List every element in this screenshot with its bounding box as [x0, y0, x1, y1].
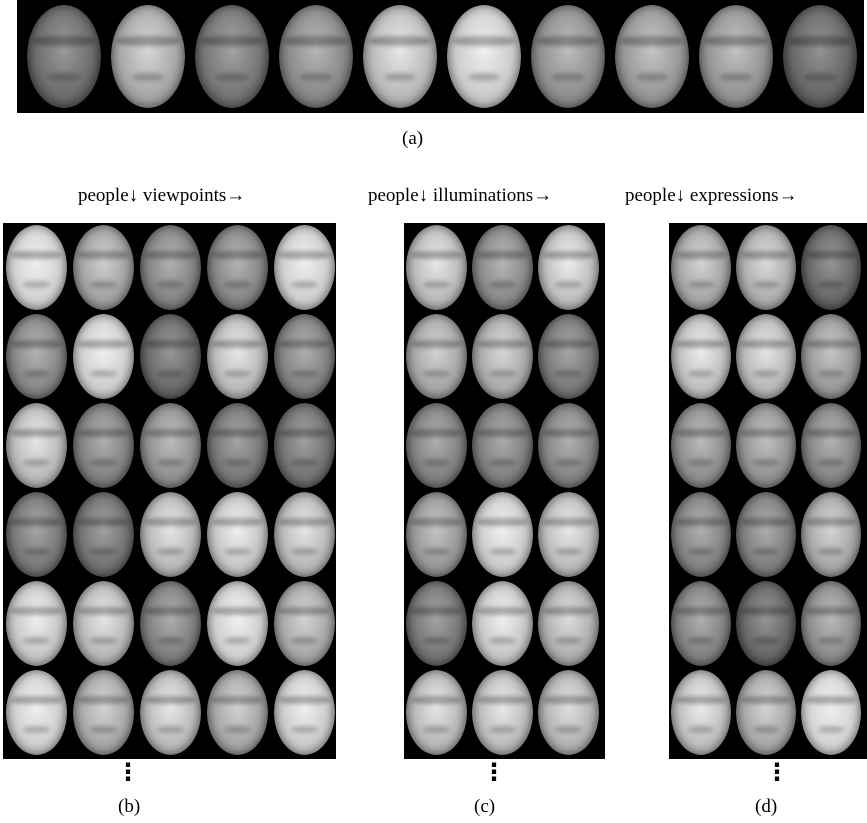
- viewpoint-eigenface: [140, 492, 201, 577]
- expression-eigenface: [801, 670, 861, 755]
- caption-b: (b): [118, 796, 141, 817]
- expression-eigenface: [736, 492, 796, 577]
- expression-eigenface: [671, 225, 731, 310]
- expression-eigenface: [671, 581, 731, 666]
- strip-eigenface: [447, 5, 521, 108]
- viewpoint-eigenface: [140, 403, 201, 488]
- expression-eigenface: [671, 492, 731, 577]
- strip-eigenface: [195, 5, 269, 108]
- viewpoint-eigenface: [274, 581, 335, 666]
- caption-a: (a): [402, 128, 424, 149]
- viewpoint-eigenface: [207, 403, 268, 488]
- viewpoint-eigenface: [207, 581, 268, 666]
- illumination-eigenface: [472, 403, 533, 488]
- expression-eigenface: [801, 314, 861, 399]
- illumination-eigenface: [538, 670, 599, 755]
- continuation-dots-c: ⋮: [482, 758, 506, 786]
- viewpoint-eigenface: [6, 581, 67, 666]
- continuation-dots-b: ⋮: [116, 758, 140, 786]
- viewpoint-eigenface: [6, 314, 67, 399]
- expression-eigenface: [671, 314, 731, 399]
- viewpoint-eigenface: [274, 670, 335, 755]
- illumination-eigenface: [406, 225, 467, 310]
- strip-eigenface: [783, 5, 857, 108]
- viewpoint-eigenface: [207, 492, 268, 577]
- strip-eigenface: [111, 5, 185, 108]
- illumination-eigenface: [472, 314, 533, 399]
- strip-eigenface: [279, 5, 353, 108]
- header-illuminations: people↓ illuminations→: [368, 185, 553, 206]
- viewpoint-eigenface: [6, 670, 67, 755]
- illumination-eigenface: [538, 492, 599, 577]
- illumination-eigenface: [406, 403, 467, 488]
- viewpoint-eigenface: [73, 403, 134, 488]
- viewpoint-eigenface: [207, 670, 268, 755]
- expression-eigenface: [736, 225, 796, 310]
- expression-eigenfaces-panel: [669, 223, 867, 759]
- viewpoint-eigenface: [6, 225, 67, 310]
- illumination-eigenface: [538, 314, 599, 399]
- illumination-eigenface: [406, 314, 467, 399]
- header-expressions: people↓ expressions→: [625, 185, 798, 206]
- header-viewpoints: people↓ viewpoints→: [78, 185, 246, 206]
- viewpoint-eigenface: [73, 492, 134, 577]
- illumination-eigenface: [472, 492, 533, 577]
- viewpoint-eigenface: [207, 314, 268, 399]
- expression-eigenface: [801, 492, 861, 577]
- illumination-eigenface: [472, 581, 533, 666]
- expression-eigenface: [736, 403, 796, 488]
- viewpoint-eigenface: [140, 670, 201, 755]
- viewpoint-eigenface: [73, 225, 134, 310]
- viewpoint-eigenface: [140, 314, 201, 399]
- illumination-eigenface: [406, 492, 467, 577]
- expression-eigenface: [671, 403, 731, 488]
- viewpoint-eigenface: [6, 403, 67, 488]
- strip-eigenface: [27, 5, 101, 108]
- viewpoint-eigenfaces-panel: [3, 223, 336, 759]
- expression-eigenface: [736, 314, 796, 399]
- expression-eigenface: [801, 225, 861, 310]
- basis-faces-strip: [17, 0, 864, 113]
- viewpoint-eigenface: [73, 670, 134, 755]
- illumination-eigenface: [472, 670, 533, 755]
- viewpoint-eigenface: [6, 492, 67, 577]
- illumination-eigenface: [406, 581, 467, 666]
- illumination-eigenface: [406, 670, 467, 755]
- caption-c: (c): [474, 796, 496, 817]
- expression-eigenface: [801, 403, 861, 488]
- illumination-eigenface: [472, 225, 533, 310]
- viewpoint-eigenface: [73, 314, 134, 399]
- strip-eigenface: [531, 5, 605, 108]
- expression-eigenface: [671, 670, 731, 755]
- viewpoint-eigenface: [274, 225, 335, 310]
- illumination-eigenfaces-panel: [404, 223, 605, 759]
- caption-d: (d): [755, 796, 778, 817]
- viewpoint-eigenface: [274, 314, 335, 399]
- strip-eigenface: [699, 5, 773, 108]
- illumination-eigenface: [538, 225, 599, 310]
- strip-eigenface: [363, 5, 437, 108]
- viewpoint-eigenface: [73, 581, 134, 666]
- viewpoint-eigenface: [140, 225, 201, 310]
- viewpoint-eigenface: [274, 403, 335, 488]
- illumination-eigenface: [538, 581, 599, 666]
- illumination-eigenface: [538, 403, 599, 488]
- expression-eigenface: [736, 581, 796, 666]
- expression-eigenface: [736, 670, 796, 755]
- strip-eigenface: [615, 5, 689, 108]
- viewpoint-eigenface: [207, 225, 268, 310]
- expression-eigenface: [801, 581, 861, 666]
- viewpoint-eigenface: [140, 581, 201, 666]
- continuation-dots-d: ⋮: [765, 758, 789, 786]
- viewpoint-eigenface: [274, 492, 335, 577]
